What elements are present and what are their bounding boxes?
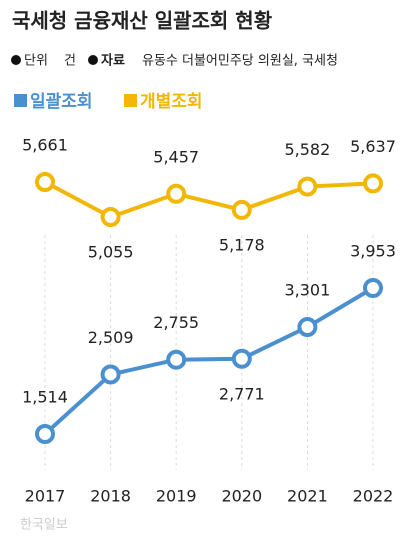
chart-title: 국세청 금융재산 일괄조회 현황 [12,9,273,33]
bullet [11,55,21,65]
point [231,199,252,220]
x-tick-label: 2021 [287,487,328,506]
point [100,207,121,227]
value-label: 2,771 [219,384,265,403]
note-label: 자료 [101,54,125,69]
value-label: 5,582 [284,140,330,159]
value-label: 5,457 [153,147,199,166]
point [363,278,383,298]
point [35,424,55,444]
watermark: 한국일보 [20,518,68,533]
note-text: 유동수 더불어민주당 의원실, 국세청 [142,54,338,69]
point [166,349,187,370]
x-tick-label: 2020 [221,487,262,506]
point [100,364,121,385]
legend-swatch [14,94,27,107]
x-tick-label: 2018 [90,487,131,506]
legend-swatch [124,94,137,107]
point [231,348,252,369]
value-label: 5,661 [22,136,68,155]
bullet [88,55,98,65]
series-line [43,286,375,436]
point [363,173,383,194]
series-line [44,180,374,220]
legend-label: 개별조회 [140,92,203,112]
x-tick-label: 2019 [156,487,197,506]
value-label: 3,301 [284,281,330,300]
x-tick-label: 2022 [353,487,394,506]
x-tick-label: 2017 [25,487,66,506]
value-label: 2,509 [88,328,134,347]
point [297,317,318,338]
note-text: 건 [64,54,76,69]
value-label: 3,953 [350,242,396,261]
value-label: 5,178 [219,235,265,254]
value-label: 5,637 [350,137,396,156]
value-label: 5,055 [88,243,134,262]
note-label: 단위 [24,54,48,69]
point [166,183,187,204]
point [297,176,318,197]
point [35,172,55,192]
legend-label: 일괄조회 [30,91,93,112]
value-label: 1,514 [22,388,68,407]
value-label: 2,755 [153,313,199,332]
